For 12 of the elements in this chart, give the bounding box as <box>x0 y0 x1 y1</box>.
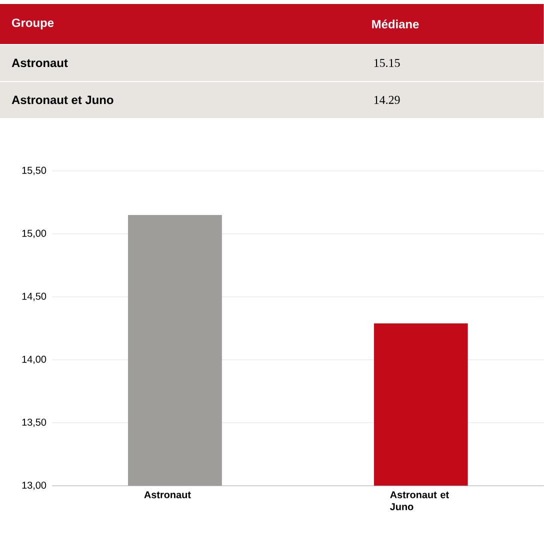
y-tick-label: 15,00 <box>22 230 46 238</box>
y-tick-label: 15,50 <box>22 166 46 176</box>
text: Médiane <box>372 20 419 29</box>
y-tick-label: 14,50 <box>22 292 46 302</box>
category-label: Astronaut et Juno <box>12 96 114 104</box>
y-tick-label: 14,00 <box>22 356 46 364</box>
y-tick-label: 13,50 <box>22 418 46 428</box>
text: Groupe <box>12 18 54 30</box>
text: 15.15 <box>374 59 400 68</box>
y-tick-label: 13,00 <box>22 482 46 490</box>
category-label: Astronaut <box>12 58 68 68</box>
text: 14.29 <box>374 96 400 104</box>
